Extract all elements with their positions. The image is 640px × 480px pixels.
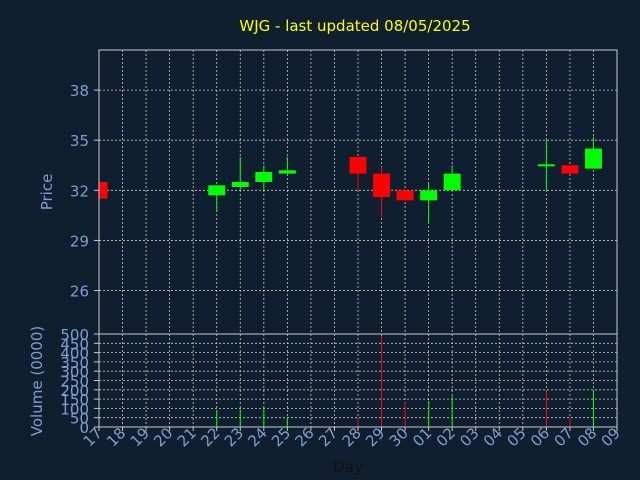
volume-tick-label: 400 [60, 345, 89, 363]
candle-23 [231, 156, 249, 191]
volume-tick-label: 300 [60, 363, 89, 381]
candle-body [99, 181, 108, 199]
day-tick-label: 24 [244, 424, 270, 450]
candle-17 [98, 181, 108, 199]
day-tick-label: 19 [127, 424, 153, 450]
day-tick-label: 08 [574, 424, 600, 450]
volume-tick-label: 450 [60, 335, 89, 353]
day-axis-label: Day [333, 458, 363, 476]
day-tick-label: 25 [268, 424, 294, 450]
candle-body [561, 165, 579, 174]
volume-tick-label: 200 [60, 382, 89, 400]
volume-tick-label: 100 [60, 400, 89, 418]
price-tick-label: 29 [70, 232, 89, 250]
candle-body [373, 173, 391, 198]
candle-body [396, 190, 414, 201]
day-tick-label: 06 [527, 424, 553, 450]
candle-30 [396, 190, 414, 201]
volume-tick-label: 150 [60, 391, 89, 409]
candle-body [349, 156, 367, 174]
day-tick-label: 07 [551, 424, 577, 450]
candle-body [278, 170, 296, 174]
price-tick-label: 32 [70, 182, 89, 200]
chart-title: WJG - last updated 08/05/2025 [239, 17, 470, 35]
candle-02 [443, 165, 461, 191]
volume-tick-label: 350 [60, 354, 89, 372]
volume-axis-label: Volume (0000) [28, 326, 46, 436]
volume-tick-label: 0 [79, 419, 89, 437]
day-tick-label: 04 [480, 424, 506, 450]
candle-body [443, 173, 461, 191]
volume-tick-label: 500 [60, 326, 89, 344]
candle-07 [561, 165, 579, 174]
candle-body [208, 185, 226, 196]
candle-28 [349, 156, 367, 191]
day-tick-label: 05 [503, 424, 529, 450]
candle-01 [420, 183, 438, 223]
candle-body [255, 171, 273, 182]
price-tick-label: 38 [70, 82, 89, 100]
candle-25 [278, 156, 296, 174]
volume-tick-label: 50 [70, 410, 89, 428]
candle-body [231, 181, 249, 187]
day-tick-label: 22 [197, 424, 223, 450]
candle-22 [208, 185, 226, 213]
candle-06 [537, 140, 555, 191]
day-tick-label: 20 [150, 424, 176, 450]
day-tick-label: 01 [409, 424, 435, 450]
day-tick-label: 21 [174, 424, 200, 450]
candle-24 [255, 165, 273, 191]
day-tick-label: 30 [386, 424, 412, 450]
day-tick-label: 18 [103, 424, 129, 450]
day-tick-label: 26 [292, 424, 318, 450]
day-tick-label: 03 [456, 424, 482, 450]
price-tick-label: 35 [70, 132, 89, 150]
candle-body [420, 190, 438, 201]
price-tick-label: 26 [70, 283, 89, 301]
candle-08 [584, 136, 602, 169]
day-tick-label: 28 [339, 424, 365, 450]
day-tick-label: 23 [221, 424, 247, 450]
day-tick-label: 09 [598, 424, 624, 450]
candle-body [537, 164, 555, 167]
volume-tick-label: 250 [60, 373, 89, 391]
day-tick-label: 29 [362, 424, 388, 450]
candle-29 [373, 166, 391, 218]
price-axis-label: Price [38, 174, 56, 211]
candle-body [584, 148, 602, 169]
day-tick-label: 02 [433, 424, 459, 450]
day-tick-label: 27 [315, 424, 341, 450]
